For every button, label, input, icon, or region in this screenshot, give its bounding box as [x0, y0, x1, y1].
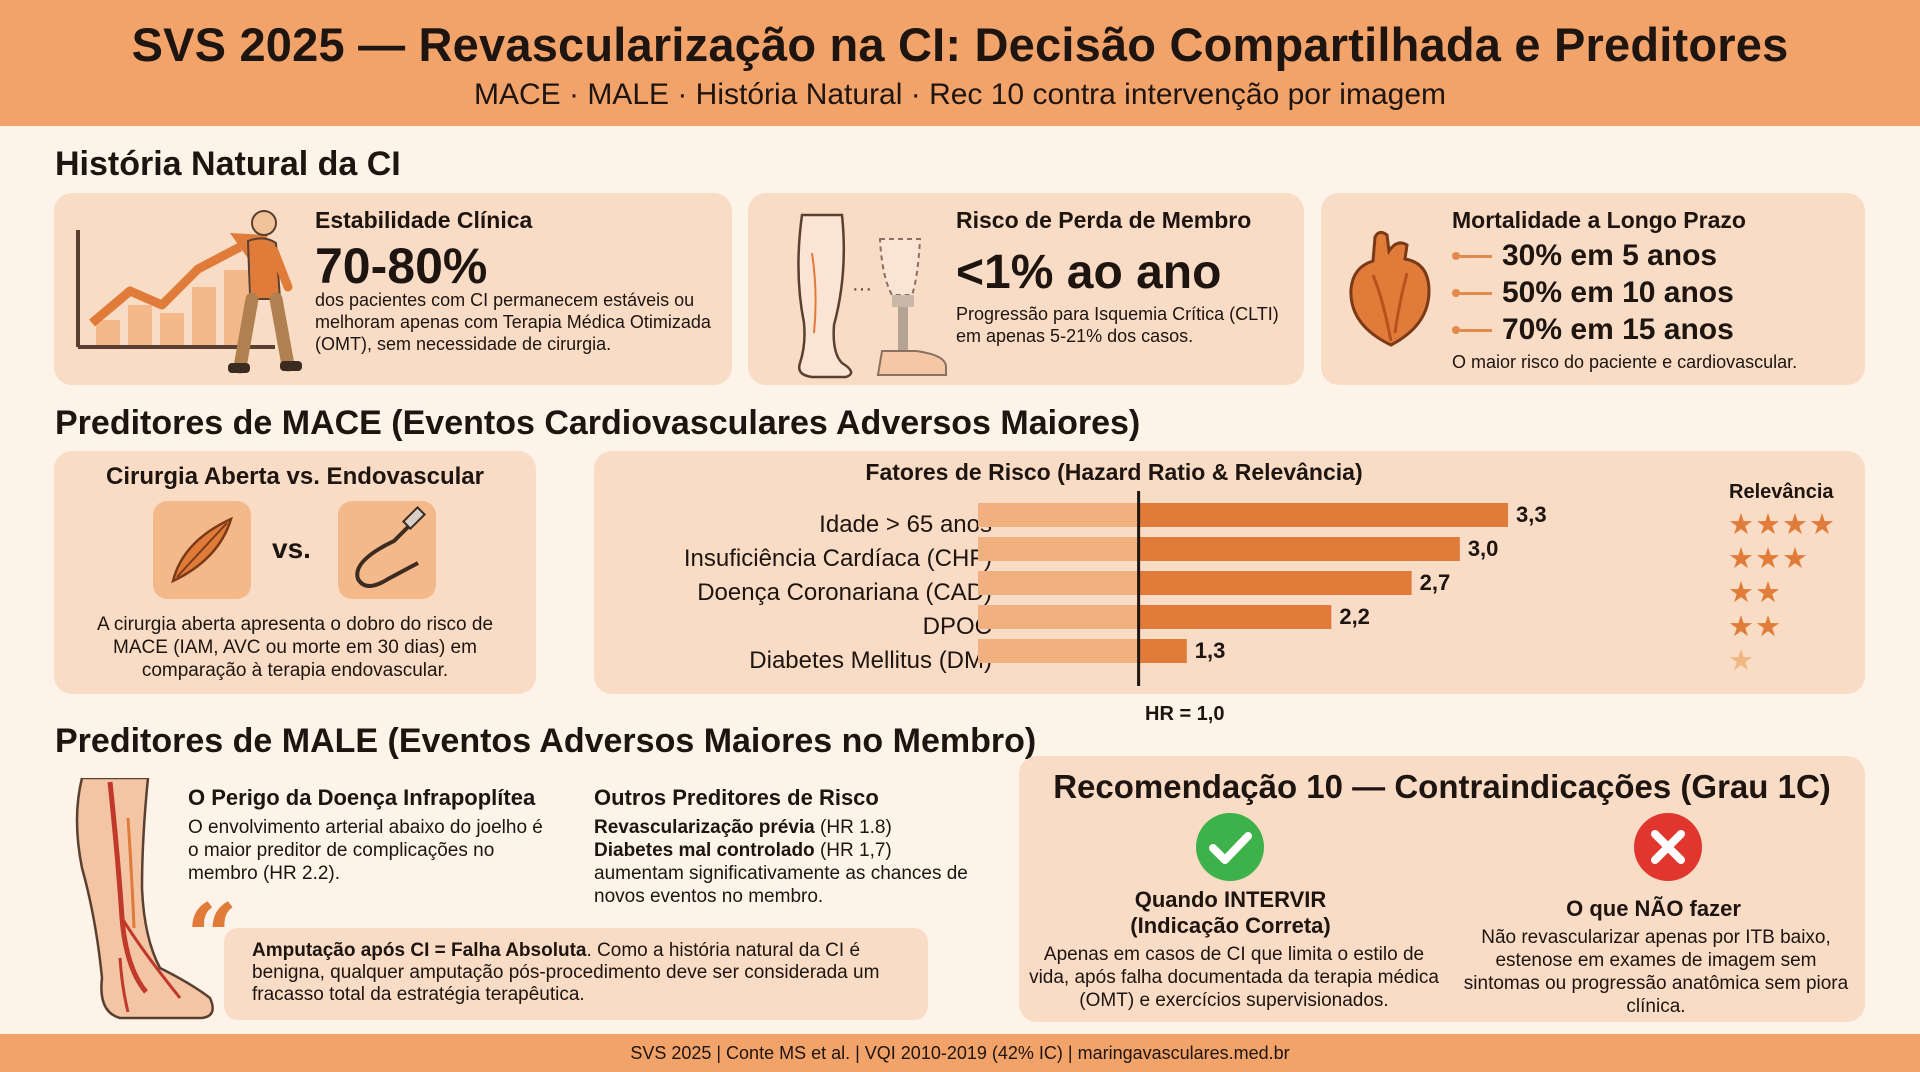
value-label-0: 3,3	[1516, 502, 1547, 527]
bullet-icon	[1452, 248, 1492, 264]
header: SVS 2025 — Revascularização na CI: Decis…	[0, 0, 1920, 126]
relevance-stars-1: ★★★	[1728, 543, 1809, 575]
natural-history-title: História Natural da CI	[55, 145, 401, 183]
rec10-title: Recomendação 10 — Contraindicações (Grau…	[1053, 768, 1831, 805]
stability-card: Estabilidade Clínica 70-80% dos paciente…	[54, 193, 732, 385]
check-icon	[1196, 813, 1264, 881]
others-item2-rest: (HR 1,7)	[814, 840, 892, 861]
relevance-stars-3: ★★	[1728, 611, 1782, 643]
footer: SVS 2025 | Conte MS et al. | VQI 2010-20…	[0, 1034, 1920, 1072]
chart-label-3: DPOC	[922, 613, 992, 640]
surgery-card: Cirurgia Aberta vs. Endovascular vs. A c…	[54, 451, 536, 694]
heart-icon	[1349, 230, 1431, 347]
mortality-title: Mortalidade a Longo Prazo	[1452, 207, 1746, 233]
prosthesis-icon	[876, 238, 947, 376]
others-item1-bold: Revascularização prévia	[594, 817, 815, 838]
walking-man-icon	[228, 210, 302, 374]
leg-icon	[797, 213, 853, 379]
bar-0	[1138, 503, 1508, 527]
leg-arteries-icon	[75, 778, 214, 1020]
relevance-label: Relevância	[1729, 481, 1834, 503]
relevance-stars-2: ★★	[1728, 577, 1782, 609]
infrapop-desc: O envolvimento arterial abaixo do joelho…	[188, 817, 543, 884]
male-title: Preditores de MALE (Eventos Adversos Mai…	[55, 722, 1037, 760]
cross-icon	[1634, 813, 1702, 881]
dont-title: O que NÃO fazer	[1566, 896, 1741, 921]
chart-label-2: Doença Coronariana (CAD)	[697, 579, 992, 606]
relevance-stars-4: ★	[1728, 645, 1755, 677]
bar-base-2	[978, 571, 1139, 595]
bar-base-0	[978, 503, 1139, 527]
rec10-card: Recomendação 10 — Contraindicações (Grau…	[1019, 756, 1865, 1022]
bar-4	[1138, 639, 1187, 663]
do-title-line1: Quando INTERVIR	[1134, 887, 1327, 912]
chart-title: Fatores de Risco (Hazard Ratio & Relevân…	[865, 459, 1363, 485]
arrow-dots: ···	[852, 278, 872, 300]
scalpel-incision-icon	[153, 501, 251, 599]
reference-line-label: HR = 1,0	[1145, 703, 1225, 725]
bullet-icon	[1452, 322, 1492, 338]
surgery-title: Cirurgia Aberta vs. Endovascular	[106, 463, 484, 490]
list-item: 30% em 5 anos	[1452, 237, 1734, 274]
others-title: Outros Preditores de Risco	[594, 785, 879, 810]
others-item1-rest: (HR 1.8)	[814, 817, 892, 838]
stability-value: 70-80%	[315, 238, 488, 294]
limb-loss-title: Risco de Perda de Membro	[956, 207, 1252, 233]
chart-label-0: Idade > 65 anos	[819, 511, 992, 538]
page-title: SVS 2025 — Revascularização na CI: Decis…	[131, 18, 1789, 71]
value-label-1: 3,0	[1468, 536, 1499, 561]
hazard-ratio-chart: 3,3 3,0 2,7 2,2 1,3	[978, 491, 1547, 686]
stability-desc: dos pacientes com CI permanecem estáveis…	[315, 290, 711, 354]
value-label-4: 1,3	[1195, 638, 1226, 663]
vs-label: vs.	[272, 533, 311, 564]
value-label-3: 2,2	[1339, 604, 1370, 629]
others-desc: Revascularização prévia (HR 1.8) Diabete…	[594, 816, 984, 908]
surgery-desc: A cirurgia aberta apresenta o dobro do r…	[96, 614, 494, 681]
infrapop-title: O Perigo da Doença Infrapoplítea	[188, 785, 536, 810]
chart-label-4: Diabetes Mellitus (DM)	[749, 647, 992, 674]
bar-3	[1138, 605, 1332, 629]
quote-bold: Amputação após CI = Falha Absoluta	[252, 940, 587, 961]
limb-loss-desc: Progressão para Isquemia Crítica (CLTI) …	[956, 304, 1279, 346]
bar-2	[1138, 571, 1412, 595]
catheter-icon	[338, 501, 436, 599]
list-item: 70% em 15 anos	[1452, 311, 1734, 348]
bar-base-1	[978, 537, 1139, 561]
list-item: 50% em 10 anos	[1452, 274, 1734, 311]
amputation-quote: Amputação após CI = Falha Absoluta. Como…	[224, 928, 928, 1020]
mortality-card: Mortalidade a Longo Prazo 30% em 5 anos …	[1321, 193, 1865, 385]
limb-loss-value: <1% ao ano	[956, 246, 1222, 299]
others-item2-bold: Diabetes mal controlado	[594, 840, 815, 861]
value-label-2: 2,7	[1420, 570, 1451, 595]
do-desc: Apenas em casos de CI que limita o estil…	[1029, 944, 1439, 1011]
mace-title: Preditores de MACE (Eventos Cardiovascul…	[55, 404, 1141, 442]
mortality-foot: O maior risco do paciente e cardiovascul…	[1452, 352, 1798, 372]
bar-1	[1138, 537, 1460, 561]
chart-label-1: Insuficiência Cardíaca (CHF)	[683, 545, 992, 572]
mortality-list: 30% em 5 anos 50% em 10 anos 70% em 15 a…	[1452, 237, 1734, 348]
dont-desc: Não revascularizar apenas por ITB baixo,…	[1463, 927, 1849, 1017]
relevance-stars-0: ★★★★	[1728, 509, 1836, 541]
bar-base-4	[978, 639, 1139, 663]
do-title-line2: (Indicação Correta)	[1130, 913, 1331, 938]
others-desc-text: aumentam significativamente as chances d…	[594, 863, 968, 907]
stability-title: Estabilidade Clínica	[315, 207, 533, 233]
page-subtitle: MACE · MALE · História Natural · Rec 10 …	[473, 78, 1446, 111]
bar-base-3	[978, 605, 1139, 629]
bullet-icon	[1452, 285, 1492, 301]
limb-loss-card: ··· Risco de Perda de Membro <1% ao ano …	[748, 193, 1304, 385]
quote-rest: . Como a história natural da CI é benign…	[252, 940, 880, 1005]
hazard-chart-card: Fatores de Risco (Hazard Ratio & Relevân…	[594, 451, 1865, 694]
